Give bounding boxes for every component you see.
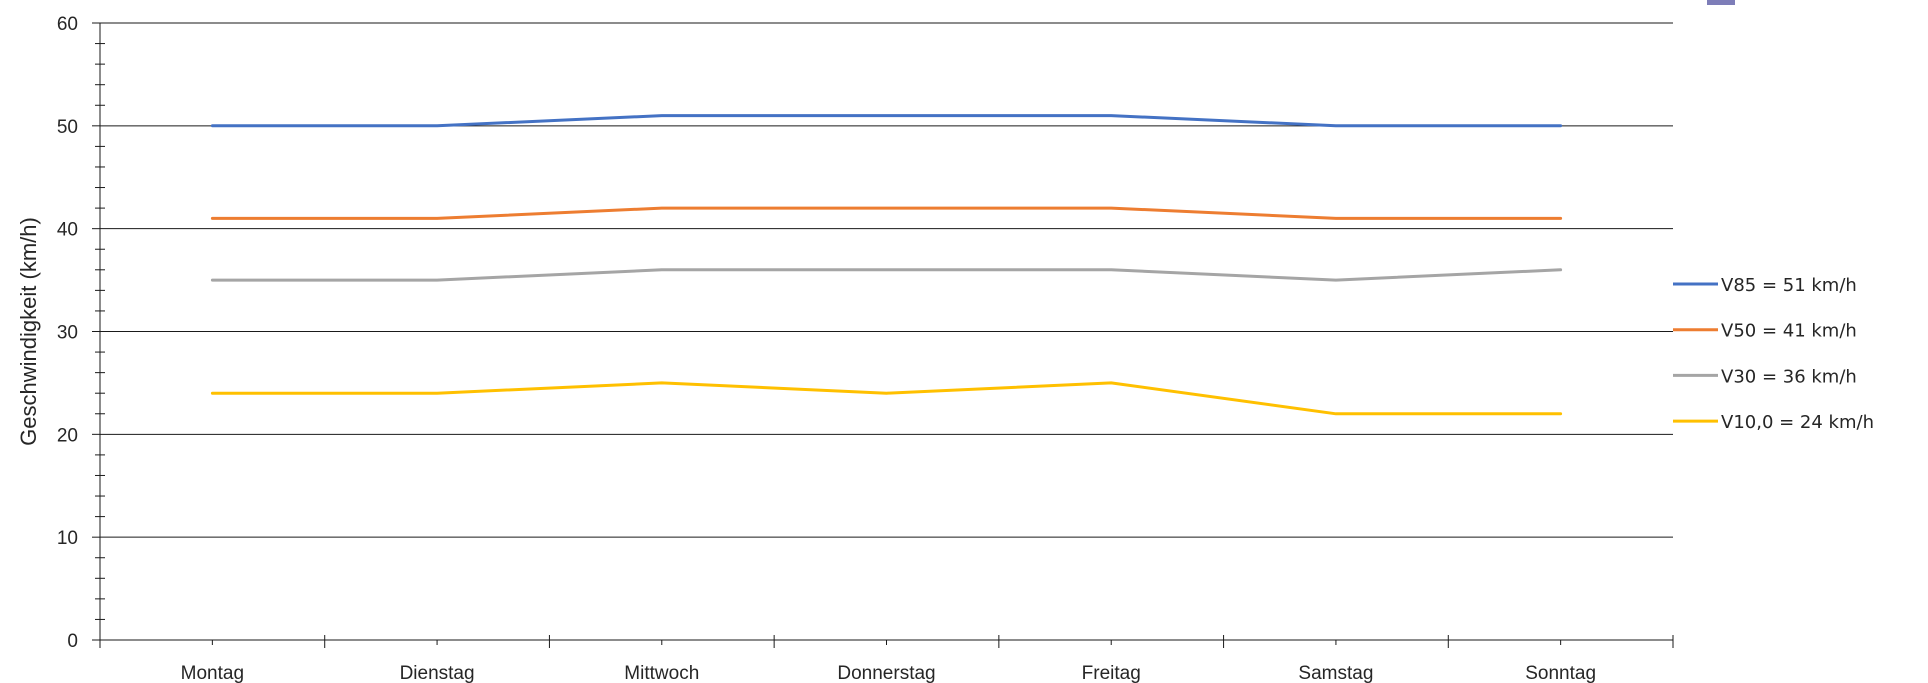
y-axis-title: Geschwindigkeit (km/h) bbox=[16, 217, 41, 446]
legend: V85 = 51 km/h V50 = 41 km/h V30 = 36 km/h V… bbox=[1673, 275, 1874, 433]
y-tick-label: 60 bbox=[57, 14, 78, 35]
legend-label-3: V10,0 = 24 km/h bbox=[1721, 412, 1874, 433]
x-tick-label: Dienstag bbox=[400, 663, 475, 683]
series-line-1 bbox=[210, 206, 1563, 220]
legend-label-0: V85 = 51 km/h bbox=[1721, 275, 1857, 296]
x-tick-label: Montag bbox=[181, 663, 244, 683]
y-tick-label: 10 bbox=[57, 528, 78, 549]
x-tick-label: Samstag bbox=[1298, 663, 1373, 683]
x-tick-label: Donnerstag bbox=[837, 663, 935, 683]
y-tick-label: 20 bbox=[57, 425, 78, 446]
y-tick-label: 40 bbox=[57, 220, 78, 241]
x-tick-label: Freitag bbox=[1082, 663, 1141, 683]
axes: 0 10 20 30 40 50 60 Montag Dienstag Mittwoch Donne… bbox=[57, 14, 1674, 683]
legend-label-1: V50 = 41 km/h bbox=[1721, 321, 1857, 342]
logo-mark bbox=[1707, 0, 1735, 5]
logo bbox=[1707, 0, 1735, 5]
series-lines bbox=[210, 114, 1563, 416]
series-line-0 bbox=[210, 114, 1563, 128]
y-tick-label: 30 bbox=[57, 323, 78, 344]
legend-label-2: V30 = 36 km/h bbox=[1721, 366, 1857, 387]
series-line-3 bbox=[210, 381, 1563, 416]
y-tick-label: 50 bbox=[57, 117, 78, 138]
x-tick-label: Mittwoch bbox=[624, 663, 699, 683]
series-line-2 bbox=[210, 268, 1563, 282]
x-tick-label: Sonntag bbox=[1525, 663, 1596, 683]
y-tick-label: 0 bbox=[67, 631, 78, 652]
